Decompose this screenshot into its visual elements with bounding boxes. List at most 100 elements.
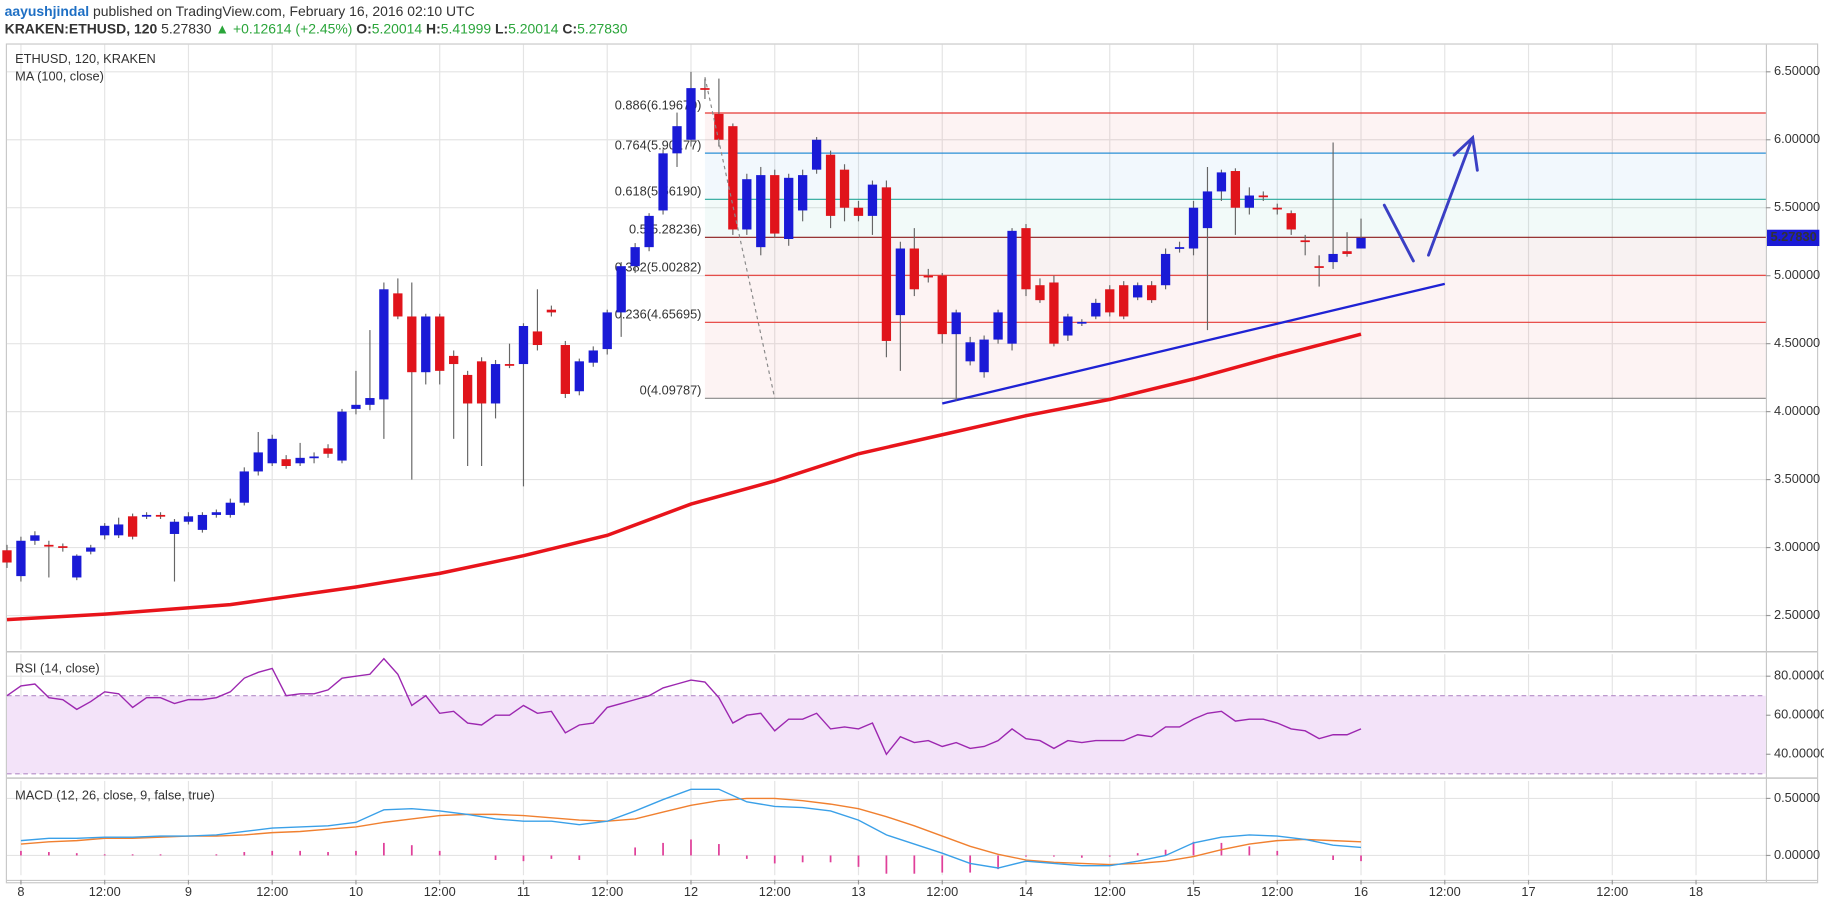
candle [476,357,487,467]
candle-body [30,535,40,541]
x-tick-label: 12:00 [1596,884,1628,899]
candle-body [100,525,110,536]
candle [16,536,26,582]
x-tick-label: 10 [349,884,363,899]
candle-body [1216,172,1227,192]
panel-title: ETHUSD, 120, KRAKEN [15,51,156,66]
candle [421,313,431,385]
candle [700,78,710,99]
candle-body [476,361,487,404]
candle [253,432,263,476]
candle [1133,282,1143,301]
candle-body [309,456,319,459]
candle [58,543,68,552]
candle-body [44,544,54,547]
arrow-head [1452,134,1479,172]
candle [323,444,333,458]
candle [1342,232,1352,257]
candle [1049,275,1059,347]
candle-body [379,289,389,400]
y-tick-label: 80.00000 [1774,668,1824,683]
x-tick-label: 12:00 [256,884,288,899]
x-tick-label: 9 [185,884,192,899]
candle [923,268,933,283]
x-tick-label: 12:00 [591,884,623,899]
x-tick-label: 12:00 [1429,884,1461,899]
candle-body [574,361,584,392]
candle-body [728,126,738,230]
candle-body [351,404,361,409]
candle-body [979,339,989,373]
fib-trend-line [704,77,776,399]
high-label: H: [426,20,441,36]
candle-body [546,309,557,313]
candle [1272,203,1282,215]
panel-title: MACD (12, 26, close, 9, false, true) [15,787,215,802]
x-tick-label: 14 [1019,884,1033,899]
open-label: O: [356,20,371,36]
candle-body [784,177,794,239]
candle-body [1300,240,1310,243]
candle-body [1188,207,1199,249]
y-tick-label: 6.50000 [1774,63,1820,78]
x-tick-label: 13 [851,884,865,899]
candle [155,512,166,520]
candle-body [853,207,864,216]
candle [281,455,291,469]
candle [1244,187,1254,215]
candle-body [965,342,975,362]
candle-body [770,175,780,234]
author[interactable]: aayushjindal [5,3,89,19]
candle-body [1272,207,1282,210]
candle-body [839,169,850,208]
candle [225,498,235,518]
candle-body [756,175,766,248]
candle [1216,169,1227,201]
candle [909,228,919,297]
candle-body [1105,289,1115,313]
candle [379,282,389,439]
candle-body [365,398,375,405]
candle [1174,241,1185,253]
candle [462,370,473,467]
candle-body [225,502,235,515]
candle [1105,285,1115,317]
candle [825,150,836,229]
candle [197,512,208,533]
candle-body [532,331,543,346]
candle [546,305,557,317]
candle [560,340,570,399]
candle [867,180,878,235]
rsi-line [6,657,1362,756]
fib-label: 0.382(5.00282) [615,260,702,275]
x-tick-label: 17 [1521,884,1535,899]
candle-body [421,316,431,373]
candle [518,323,529,487]
candle [1119,281,1129,320]
candle [337,408,347,464]
candle-body [1230,171,1241,208]
candle-body [895,248,906,316]
candle-body [114,524,124,536]
candle [979,335,989,378]
candle-body [295,457,305,464]
fib-band [704,113,1766,154]
candle [435,313,445,385]
y-tick-label: 4.00000 [1774,403,1820,418]
y-tick-label: 0.50000 [1774,790,1820,805]
x-tick-label: 12:00 [424,884,456,899]
high: 5.41999 [441,20,492,36]
candle [1035,278,1045,303]
candle-body [588,350,598,363]
candle [309,452,319,464]
candle [1007,228,1017,351]
candle-body [407,316,417,373]
candle-body [462,374,473,404]
candle [127,513,138,540]
candle-body [658,153,668,211]
fib-label: 0.236(4.65695) [615,307,702,322]
candle [1063,313,1073,341]
candle [1146,281,1157,303]
candle [784,173,794,246]
candle-body [1244,195,1254,208]
